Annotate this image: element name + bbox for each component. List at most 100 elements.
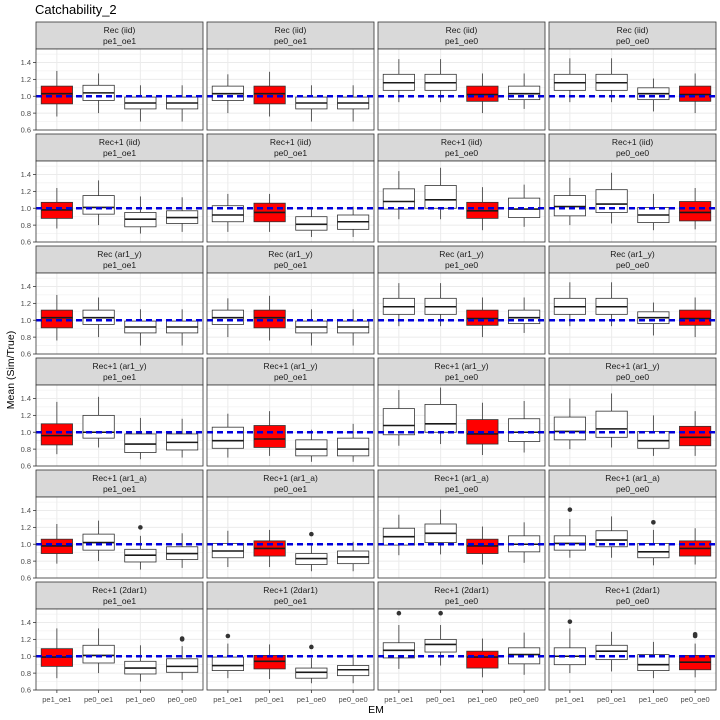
box-body [82, 644, 115, 664]
x-tick-label: pe1_oe1 [42, 695, 71, 704]
box-body [637, 431, 670, 449]
box [637, 415, 670, 456]
box [337, 654, 370, 684]
box [337, 423, 370, 462]
facet-strip [35, 21, 204, 50]
facet-strip-label-om: pe1_oe1 [103, 36, 136, 46]
box-body [424, 185, 457, 209]
x-tick-label: pe0_oe0 [168, 695, 197, 704]
box [424, 610, 457, 666]
x-tick-label: pe1_oe0 [297, 695, 326, 704]
facet-strip [377, 245, 546, 274]
x-tick-label: pe1_oe1 [384, 695, 413, 704]
y-tick-label: 1.4 [21, 618, 31, 627]
facet-strip-label-om: pe0_oe0 [616, 260, 649, 270]
box [40, 70, 73, 117]
y-tick-label: 1.4 [21, 58, 31, 67]
outlier-point [309, 531, 314, 537]
box [82, 520, 115, 562]
panel-border [548, 160, 717, 243]
facet-panel: Rec+1 (ar1_a)pe1_oe0 [377, 469, 546, 579]
box-body [40, 85, 73, 105]
box-body [679, 85, 712, 102]
x-tick-label: pe0_oe1 [255, 695, 284, 704]
box [124, 417, 157, 460]
facet-panel: Rec+1 (ar1_y)pe1_oe1 0.6 0.8 1.0 1.2 1.4 [21, 357, 204, 471]
box-body [679, 425, 712, 447]
box-body [166, 658, 199, 673]
box [253, 295, 286, 341]
panel-border [548, 608, 717, 691]
y-tick-label: 1.2 [21, 299, 31, 308]
facet-strip-label-model: Rec+1 (2dar1) [605, 585, 660, 595]
box [166, 418, 199, 458]
facet-strip-label-model: Rec (iid) [104, 25, 136, 35]
facet-strip-label-model: Rec+1 (ar1_a) [92, 473, 147, 483]
facet-strip-label-model: Rec+1 (iid) [270, 137, 312, 147]
box [253, 71, 286, 117]
box-body [253, 425, 286, 448]
y-tick-label: 0.8 [21, 445, 31, 454]
box [679, 297, 712, 338]
facet-strip [377, 133, 546, 162]
facet-strip-label-om: pe1_oe0 [445, 260, 478, 270]
box-body [508, 85, 541, 101]
y-tick-label: 1.0 [21, 316, 31, 325]
panel-border [206, 272, 375, 355]
x-tick-label: pe0_oe1 [597, 695, 626, 704]
facet-strip-label-om: pe1_oe0 [445, 484, 478, 494]
facet-strip-label-om: pe0_oe0 [616, 484, 649, 494]
panel-border [548, 48, 717, 131]
facet-panel: Rec+1 (iid)pe1_oe1 0.6 0.8 1.0 1.2 1.4 [21, 133, 204, 247]
outlier-point [692, 632, 698, 637]
box-body [253, 309, 286, 329]
facet-strip [548, 357, 717, 386]
facet-panel: Rec+1 (iid)pe0_oe0 [548, 133, 717, 243]
facet-panel: Rec+1 (ar1_y)pe1_oe0 [377, 357, 546, 467]
box-body [466, 650, 499, 669]
box [337, 541, 370, 572]
box-body [637, 543, 670, 559]
panel-border [377, 384, 546, 467]
panel-border [35, 272, 204, 355]
box [40, 294, 73, 341]
box-body [40, 309, 73, 329]
box-body [124, 433, 157, 453]
facet-strip [548, 21, 717, 50]
facet-strip-label-model: Rec (ar1_y) [610, 249, 655, 259]
panel-border [35, 608, 204, 691]
panel-border [206, 608, 375, 691]
box [295, 429, 328, 462]
box [211, 193, 244, 232]
y-tick-label: 0.8 [21, 557, 31, 566]
facet-strip-label-model: Rec+1 (ar1_a) [605, 473, 660, 483]
box-body [253, 85, 286, 105]
outlier-point [179, 636, 185, 641]
box [382, 283, 415, 327]
facet-strip-label-model: Rec+1 (ar1_a) [434, 473, 489, 483]
facet-panel: Rec+1 (ar1_y)pe0_oe1 [206, 357, 375, 467]
facet-strip-label-om: pe1_oe0 [445, 372, 478, 382]
facet-strip-label-om: pe1_oe0 [445, 36, 478, 46]
facet-strip [35, 581, 204, 610]
box-body [40, 423, 73, 446]
box [679, 632, 712, 678]
panel-background [36, 161, 203, 242]
panel-border [35, 160, 204, 243]
facet-strip-label-model: Rec+1 (iid) [612, 137, 654, 147]
x-tick-label: pe1_oe0 [639, 695, 668, 704]
y-tick-label: 0.6 [21, 126, 31, 135]
x-tick-label: pe0_oe0 [339, 695, 368, 704]
box-body [337, 665, 370, 677]
outlier-point [138, 525, 143, 530]
outlier-point [225, 633, 231, 639]
y-tick-label: 0.8 [21, 333, 31, 342]
facet-strip [206, 21, 375, 50]
facet-strip [35, 133, 204, 162]
facet-strip-label-model: Rec+1 (2dar1) [434, 585, 489, 595]
facet-strip-label-om: pe0_oe0 [616, 596, 649, 606]
panel-background [207, 497, 374, 578]
facet-strip-label-model: Rec+1 (iid) [441, 137, 483, 147]
